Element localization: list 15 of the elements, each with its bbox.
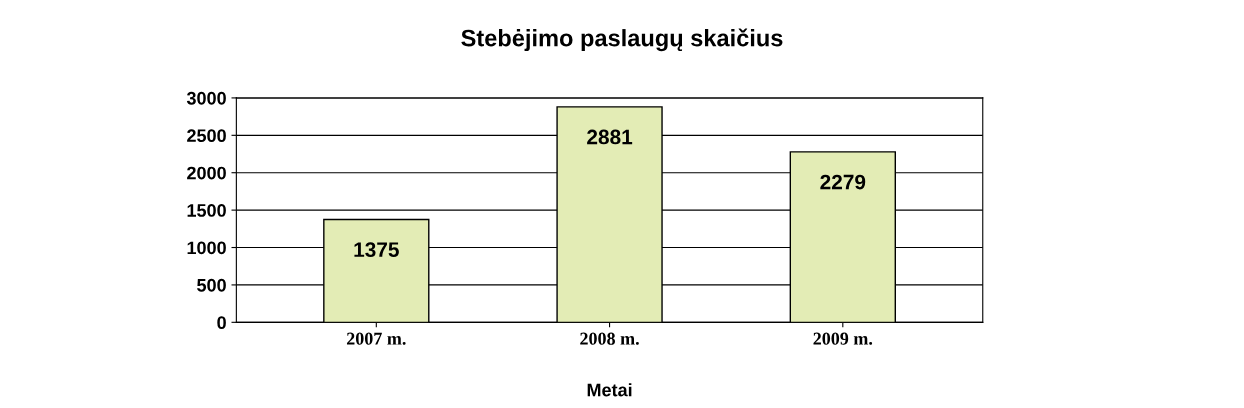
- x-axis-title: Metai: [587, 383, 632, 397]
- y-tick-label: 2500: [187, 129, 226, 143]
- data-label: 1375: [354, 242, 399, 258]
- y-tick-label: 1500: [187, 204, 226, 217]
- y-tick-label: 3000: [186, 91, 226, 105]
- y-tick-label: 0: [217, 316, 226, 330]
- x-tick-label: 2009 m.: [813, 332, 873, 345]
- y-tick-label: 2000: [187, 166, 226, 180]
- chart-title: Stebėjimo paslaugų skaičius: [461, 28, 783, 52]
- data-label: 2279: [820, 174, 866, 190]
- data-label: 2881: [587, 129, 633, 145]
- y-tick-label: 500: [197, 278, 226, 292]
- x-tick-label: 2007 m.: [346, 332, 406, 345]
- x-tick-label: 2008 m.: [580, 332, 639, 345]
- y-tick-label: 1000: [187, 241, 226, 255]
